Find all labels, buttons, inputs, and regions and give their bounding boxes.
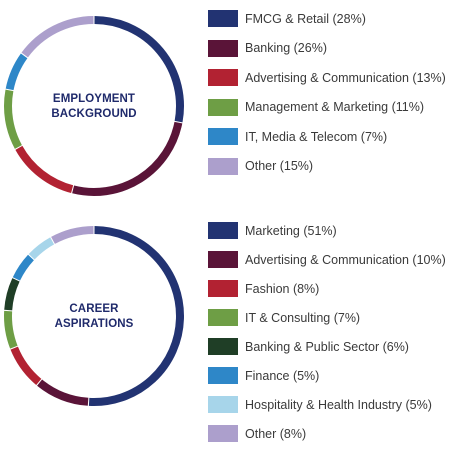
career-aspirations-chart: CAREER ASPIRATIONS Marketing (51%) Advert… — [0, 214, 450, 454]
legend-label: Other (15%) — [245, 159, 314, 173]
legend-item-advertising-communication: Advertising & Communication (13%) — [208, 69, 446, 86]
donut-slice-fashion — [10, 346, 42, 386]
donut-slice-finance — [12, 254, 34, 281]
donut-slice-marketing — [88, 226, 184, 406]
legend-item-banking-public-sector: Banking & Public Sector (6%) — [208, 338, 409, 355]
legend-swatch — [208, 425, 238, 442]
donut-slice-it-consulting — [4, 310, 18, 349]
career-title-line-1: CAREER — [69, 303, 119, 315]
donut-slice-it-media-telecom — [5, 53, 28, 91]
legend-swatch — [208, 98, 238, 116]
legend-label: Hospitality & Health Industry (5%) — [245, 397, 432, 412]
legend-swatch — [208, 10, 238, 27]
legend-swatch — [208, 157, 238, 175]
donut-slice-other — [21, 16, 94, 58]
legend-label: FMCG & Retail (28%) — [245, 11, 366, 26]
legend-swatch — [208, 222, 238, 239]
legend-item-it-media-telecom: IT, Media & Telecom (7%) — [208, 128, 387, 145]
legend-label: Advertising & Communication (10%) — [245, 252, 446, 267]
legend-item-fashion: Fashion (8%) — [208, 280, 319, 297]
legend-swatch — [208, 69, 238, 86]
legend-label: Finance (5%) — [245, 368, 320, 383]
employment-title-line-1: EMPLOYMENT — [52, 93, 136, 105]
donut-slice-advertising-communication — [15, 145, 74, 194]
legend-swatch — [208, 39, 238, 57]
legend-label: Other (8%) — [245, 426, 307, 441]
donut-slice-fmcg-retail — [94, 16, 184, 123]
legend-item-management-marketing: Management & Marketing (11%) — [208, 98, 425, 116]
legend-label: Advertising & Communication (13%) — [245, 70, 446, 85]
legend-label: IT & Consulting (7%) — [245, 310, 361, 325]
employment-title-line-2: BACKGROUND — [51, 108, 137, 120]
legend-swatch — [208, 396, 238, 413]
career-donut — [4, 226, 184, 406]
donut-slice-other — [51, 226, 94, 244]
legend-label: Fashion (8%) — [245, 281, 320, 296]
legend-label: Banking (26%) — [245, 41, 327, 55]
legend-label: Banking & Public Sector (6%) — [245, 339, 409, 354]
legend-item-banking: Banking (26%) — [208, 39, 327, 57]
legend-item-other: Other (15%) — [208, 157, 314, 175]
legend-swatch — [208, 251, 238, 268]
legend-item-it-consulting: IT & Consulting (7%) — [208, 309, 360, 326]
donut-slice-advertising-communication — [37, 379, 89, 406]
legend-item-other: Other (8%) — [208, 425, 306, 442]
donut-slice-management-marketing — [4, 89, 22, 149]
legend-item-advertising-communication: Advertising & Communication (10%) — [208, 251, 446, 268]
career-title-line-2: ASPIRATIONS — [54, 318, 134, 330]
legend-item-hospitality-health-industry: Hospitality & Health Industry (5%) — [208, 396, 432, 413]
employment-donut — [4, 16, 184, 196]
legend-swatch — [208, 367, 238, 384]
legend-swatch — [208, 128, 238, 145]
legend-item-fmcg-retail: FMCG & Retail (28%) — [208, 10, 366, 27]
legend-swatch — [208, 280, 238, 297]
donut-slice-banking-public-sector — [4, 278, 20, 311]
employment-center-title: EMPLOYMENT BACKGROUND — [34, 92, 154, 122]
legend-swatch — [208, 309, 238, 326]
legend-item-finance: Finance (5%) — [208, 367, 319, 384]
legend-label: Marketing (51%) — [245, 223, 337, 238]
career-center-title: CAREER ASPIRATIONS — [34, 302, 154, 332]
donut-slice-hospitality-health-industry — [28, 237, 55, 260]
legend-item-marketing: Marketing (51%) — [208, 222, 337, 239]
legend-label: IT, Media & Telecom (7%) — [245, 129, 388, 144]
donut-slice-banking — [72, 121, 183, 196]
legend-swatch — [208, 338, 238, 355]
legend-label: Management & Marketing (11%) — [245, 100, 425, 114]
employment-background-chart: EMPLOYMENT BACKGROUND FMCG & Retail (28%… — [0, 0, 450, 205]
